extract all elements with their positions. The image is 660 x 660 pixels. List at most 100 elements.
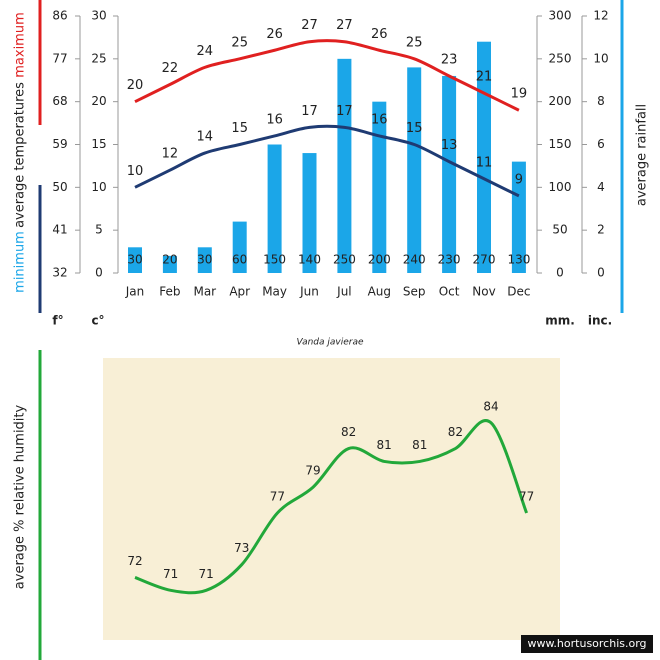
tick-label: 300 <box>549 9 572 23</box>
humidity-label: 72 <box>127 554 142 568</box>
tick-label: 4 <box>597 180 605 194</box>
rain-bar <box>442 75 457 273</box>
tick-label: 77 <box>52 51 67 65</box>
x-tick-label: Dec <box>507 285 530 299</box>
temp-label: 24 <box>197 44 214 59</box>
rain-label: 30 <box>197 253 212 267</box>
temp-label: 13 <box>441 138 458 153</box>
tick-label: 25 <box>91 51 106 65</box>
temp-label: 25 <box>406 35 423 50</box>
rain-bar <box>197 247 212 273</box>
tick-label: 150 <box>549 137 572 151</box>
humidity-label: 71 <box>163 567 178 581</box>
humidity-label: 81 <box>377 438 392 452</box>
temp-label: 27 <box>336 18 353 33</box>
tick-label: 10 <box>593 51 608 65</box>
humidity-label: 82 <box>341 425 356 439</box>
tick-label: 10 <box>91 180 106 194</box>
credit: www.hortusorchis.org <box>527 637 646 650</box>
humidity-label: average % relative humidity <box>13 404 28 589</box>
temp-label: 19 <box>511 87 528 102</box>
tick-label: 5 <box>95 223 103 237</box>
temp-label: 20 <box>127 78 144 93</box>
temp-label: 11 <box>476 155 493 170</box>
temp-label: 17 <box>336 104 353 119</box>
in-unit: inc. <box>588 314 612 328</box>
y2-label: average rainfall <box>635 104 650 206</box>
rain-bar <box>162 255 177 273</box>
x-tick-label: Jul <box>336 285 351 299</box>
temp-line <box>134 124 520 198</box>
rain-bar <box>511 161 526 273</box>
rain-label: 140 <box>298 253 321 267</box>
tick-label: 50 <box>552 223 567 237</box>
temp-label: 12 <box>162 147 179 162</box>
x-tick-label: Feb <box>159 285 180 299</box>
tick-label: 59 <box>52 137 67 151</box>
tick-label: 41 <box>52 223 67 237</box>
tick-label: 0 <box>597 266 605 280</box>
temp-label: 25 <box>231 35 248 50</box>
temp-label: 17 <box>301 104 318 119</box>
temp-label: 16 <box>266 112 283 127</box>
x-tick-label: Nov <box>472 285 495 299</box>
rain-label: 20 <box>162 253 177 267</box>
humidity-label: 77 <box>270 490 285 504</box>
tick-label: 30 <box>91 9 106 23</box>
f-unit: f° <box>52 314 63 328</box>
temp-label: 27 <box>301 18 318 33</box>
humidity-label: 77 <box>519 490 534 504</box>
x-tick-label: Apr <box>229 285 250 299</box>
chart-title: Vanda javierae <box>296 338 363 348</box>
rain-bar <box>128 247 142 273</box>
x-tick-label: Aug <box>368 285 391 299</box>
x-tick-label: May <box>262 285 287 299</box>
tick-label: 12 <box>593 9 608 23</box>
tick-label: 15 <box>91 137 106 151</box>
tick-label: 50 <box>52 180 67 194</box>
rain-bar <box>232 221 247 273</box>
temp-label: 10 <box>127 164 144 179</box>
legend-min: minimum <box>13 231 28 293</box>
temp-label: 26 <box>266 27 283 42</box>
x-tick-label: Mar <box>193 285 216 299</box>
rain-label: 150 <box>263 253 286 267</box>
rain-label: 270 <box>473 253 496 267</box>
x-tick-label: Sep <box>403 285 426 299</box>
humidity-label: 73 <box>234 541 249 555</box>
tick-label: 250 <box>549 51 572 65</box>
humidity-label: 84 <box>483 399 498 413</box>
humidity-label: 79 <box>305 464 320 478</box>
humidity-label: 71 <box>199 567 214 581</box>
tick-label: 86 <box>52 9 67 23</box>
credit-box <box>521 635 653 653</box>
rain-bar <box>477 41 491 274</box>
rain-bar <box>407 67 422 274</box>
temp-line <box>134 39 520 112</box>
tick-label: 6 <box>597 137 605 151</box>
tick-label: 100 <box>549 180 572 194</box>
temp-label: 22 <box>162 61 179 76</box>
humidity-label: 82 <box>448 425 463 439</box>
tick-label: 20 <box>91 94 106 108</box>
temp-label: 16 <box>371 112 388 127</box>
humidity-line <box>134 419 528 595</box>
tick-label: 0 <box>95 266 103 280</box>
rain-label: 240 <box>403 253 426 267</box>
temp-label: 23 <box>441 52 458 67</box>
tick-label: 32 <box>52 266 67 280</box>
c-unit: c° <box>91 314 104 328</box>
tick-label: 0 <box>556 266 564 280</box>
rain-label: 230 <box>438 253 461 267</box>
tick-label: 2 <box>597 223 605 237</box>
y-label: average temperatures <box>13 82 28 228</box>
x-tick-label: Oct <box>439 285 460 299</box>
legend-max: maximum <box>13 12 28 78</box>
rain-label: 30 <box>127 253 142 267</box>
x-tick-label: Jun <box>299 285 319 299</box>
temp-label: 14 <box>197 130 214 145</box>
rain-label: 250 <box>333 253 356 267</box>
tick-label: 200 <box>549 94 572 108</box>
rain-label: 200 <box>368 253 391 267</box>
